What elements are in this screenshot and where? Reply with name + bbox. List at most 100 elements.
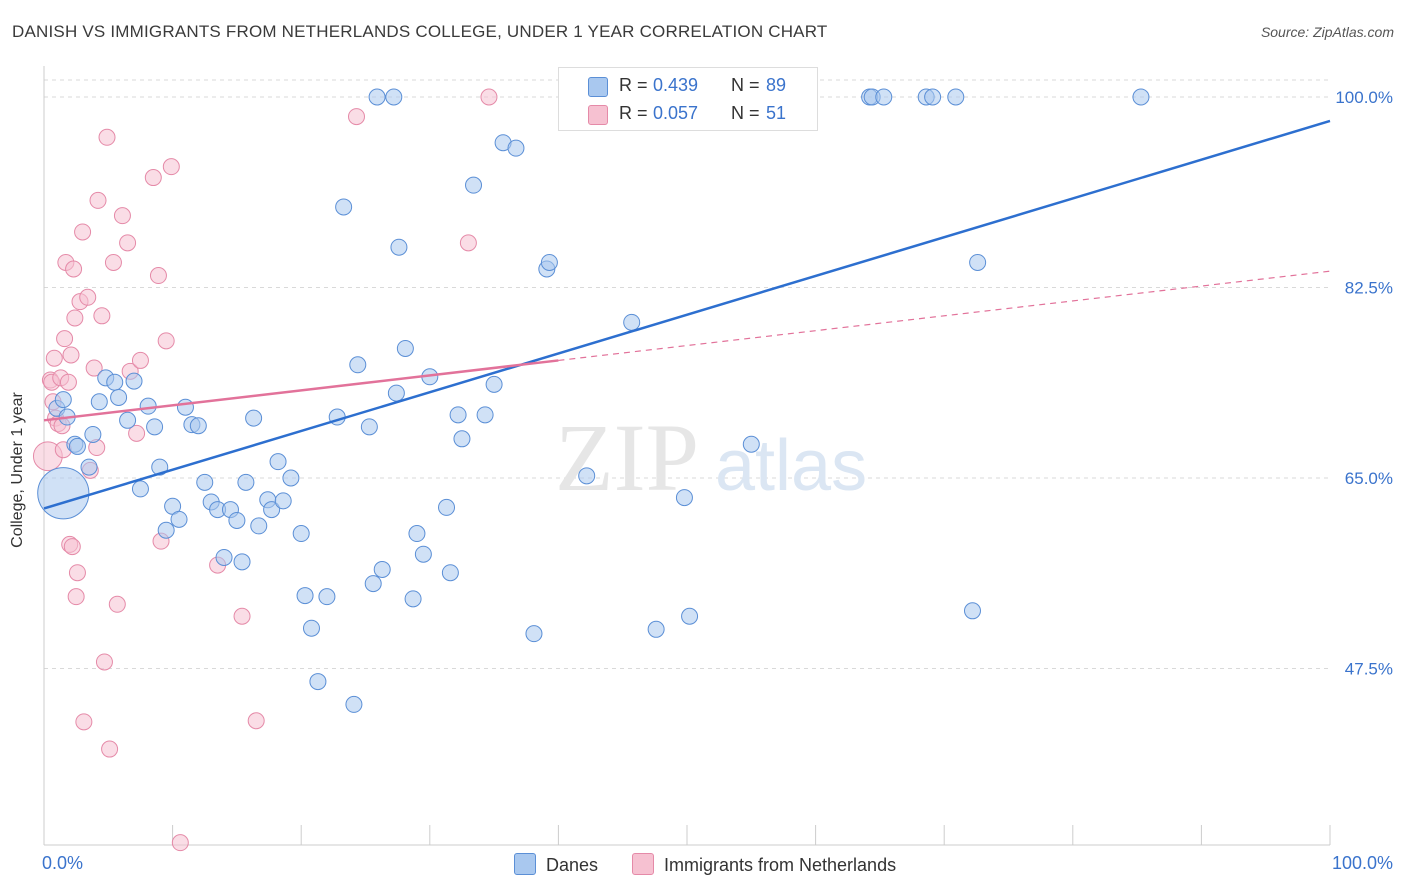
danes-point bbox=[176, 398, 194, 416]
danes-point bbox=[37, 467, 90, 520]
immigrants-point bbox=[104, 253, 122, 271]
danes-point bbox=[274, 492, 292, 510]
danes-point bbox=[131, 480, 149, 498]
immigrants-point bbox=[65, 260, 83, 278]
danes-point bbox=[675, 489, 693, 507]
danes-point bbox=[196, 473, 214, 491]
danes-point bbox=[335, 198, 353, 216]
y-tick-label: 100.0% bbox=[1335, 88, 1393, 107]
danes-point bbox=[263, 501, 281, 519]
immigrants-point bbox=[162, 158, 180, 176]
danes-point bbox=[414, 545, 432, 563]
danes-point bbox=[947, 88, 965, 106]
danes-point bbox=[125, 372, 143, 390]
immigrants-point bbox=[171, 834, 189, 852]
danes-point bbox=[282, 469, 300, 487]
danes-point bbox=[84, 425, 102, 443]
danes-point bbox=[292, 525, 310, 543]
r-label: R = bbox=[619, 103, 648, 123]
danes-point bbox=[476, 406, 494, 424]
danes-point bbox=[963, 602, 981, 620]
danes-point bbox=[80, 458, 98, 476]
immigrants-point bbox=[85, 359, 103, 377]
y-axis-label: College, Under 1 year bbox=[9, 392, 26, 548]
danes-point bbox=[360, 418, 378, 436]
danes-point bbox=[647, 620, 665, 638]
danes-point bbox=[368, 88, 386, 106]
immigrants-point bbox=[157, 332, 175, 350]
danes-point bbox=[408, 525, 426, 543]
danes-point bbox=[453, 430, 471, 448]
danes-legend-label: Danes bbox=[546, 855, 599, 875]
watermark-atlas: atlas bbox=[715, 426, 867, 506]
danes-point bbox=[237, 473, 255, 491]
immigrants-point bbox=[62, 346, 80, 364]
immigrants-n-value: 51 bbox=[766, 103, 787, 123]
x-tick-label: 100.0% bbox=[1332, 853, 1393, 873]
chart-title: DANISH VS IMMIGRANTS FROM NETHERLANDS CO… bbox=[12, 22, 828, 41]
danes-point bbox=[139, 397, 157, 415]
immigrants-point bbox=[113, 207, 131, 225]
danes-point bbox=[525, 625, 543, 643]
r-label: R = bbox=[619, 75, 648, 95]
immigrants-point bbox=[93, 307, 111, 325]
immigrants-point bbox=[119, 234, 137, 252]
danes-point bbox=[969, 253, 987, 271]
immigrants-point bbox=[74, 223, 92, 241]
danes-point bbox=[110, 388, 128, 406]
danes-point bbox=[302, 619, 320, 637]
danes-n-value: 89 bbox=[766, 75, 787, 95]
legend-row-immigrants: R = 0.057 N = 51 bbox=[559, 100, 817, 128]
danes-point bbox=[465, 176, 483, 194]
gridlines bbox=[44, 79, 1330, 669]
immigrants-point bbox=[45, 349, 63, 367]
trend-lines bbox=[43, 119, 1331, 510]
danes-point bbox=[1132, 88, 1150, 106]
danes-point bbox=[390, 238, 408, 256]
immigrants-point bbox=[149, 267, 167, 285]
danes-point bbox=[269, 453, 287, 471]
danes-point bbox=[189, 417, 207, 435]
danes-point bbox=[157, 521, 175, 539]
immigrants-point bbox=[63, 538, 81, 556]
immigrants-point bbox=[128, 424, 146, 442]
immigrants-point bbox=[144, 169, 162, 187]
danes-point bbox=[215, 548, 233, 566]
immigrants-point bbox=[56, 330, 74, 348]
legend-danes: Danes bbox=[514, 853, 598, 876]
danes-point bbox=[485, 375, 503, 393]
danes-point bbox=[318, 588, 336, 606]
danes-point bbox=[540, 253, 558, 271]
n-label: N = bbox=[731, 75, 760, 95]
immigrants-point bbox=[347, 108, 365, 126]
source-label: Source: ZipAtlas.com bbox=[1260, 24, 1394, 40]
n-label: N = bbox=[731, 103, 760, 123]
immigrants-legend-swatch bbox=[632, 853, 654, 875]
immigrants-legend-label: Immigrants from Netherlands bbox=[664, 855, 897, 875]
danes-trend-line bbox=[43, 119, 1331, 510]
immigrants-point bbox=[233, 607, 251, 625]
watermark: ZIP atlas bbox=[555, 404, 867, 511]
immigrants-point bbox=[108, 595, 126, 613]
immigrants-point bbox=[101, 740, 119, 758]
danes-point bbox=[578, 467, 596, 485]
danes-swatch bbox=[588, 77, 608, 97]
danes-point bbox=[106, 373, 124, 391]
immigrants-trend-extension bbox=[558, 270, 1331, 362]
immigrants-point bbox=[459, 234, 477, 252]
danes-point bbox=[681, 607, 699, 625]
danes-point bbox=[170, 510, 188, 528]
danes-point bbox=[54, 391, 72, 409]
legend-immigrants: Immigrants from Netherlands bbox=[632, 853, 896, 876]
immigrants-point bbox=[95, 653, 113, 671]
immigrants-point bbox=[131, 351, 149, 369]
danes-point bbox=[373, 560, 391, 578]
danes-point bbox=[385, 88, 403, 106]
danes-point bbox=[245, 409, 263, 427]
danes-point bbox=[742, 435, 760, 453]
immigrants-point bbox=[75, 713, 93, 731]
danes-point bbox=[507, 139, 525, 157]
watermark-zip: ZIP bbox=[555, 404, 699, 511]
danes-point bbox=[396, 339, 414, 357]
immigrants-point bbox=[59, 373, 77, 391]
